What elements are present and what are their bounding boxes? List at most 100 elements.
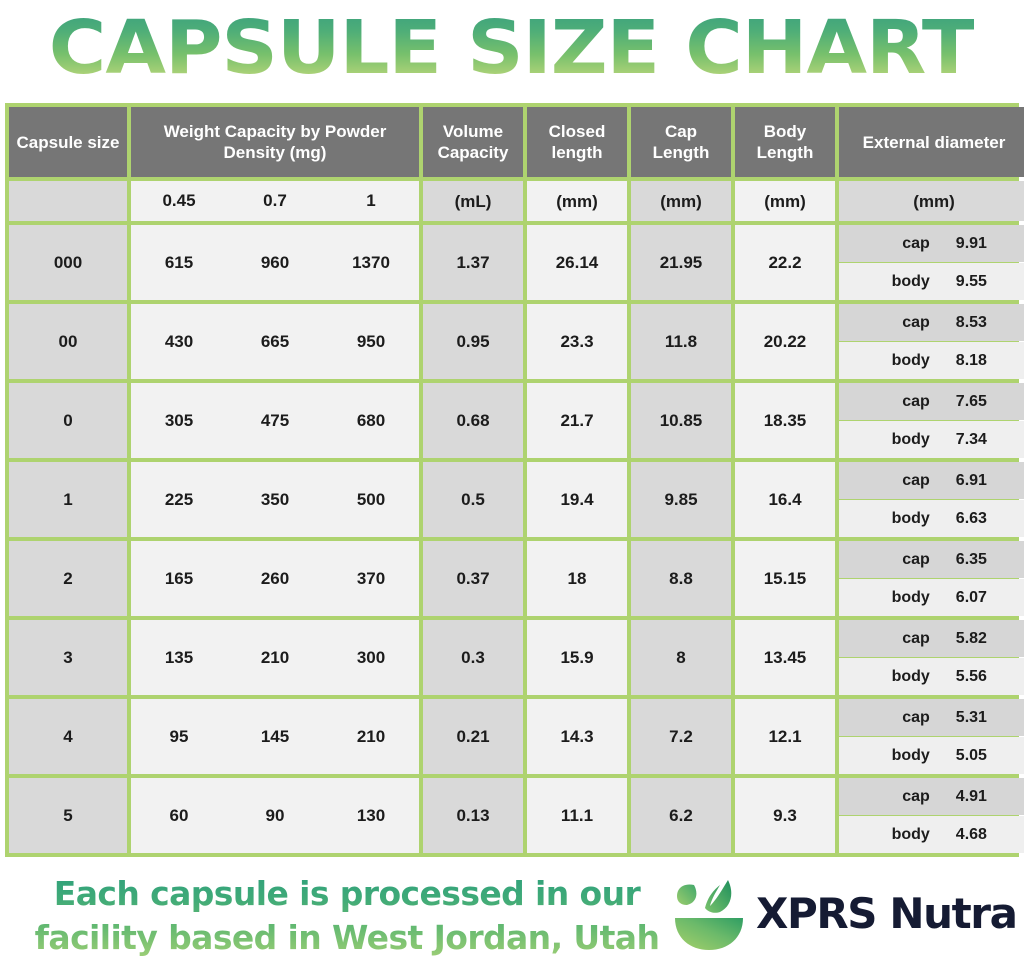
cell-capsule-size: 2 — [9, 541, 127, 616]
table-row: 000 615 960 1370 1.37 26.14 21.95 22.2 c… — [9, 225, 1024, 300]
table-row: 1 225 350 500 0.5 19.4 9.85 16.4 cap 6.9… — [9, 462, 1024, 537]
cell-cap-length: 8.8 — [631, 541, 731, 616]
cell-body-length: 13.45 — [735, 620, 835, 695]
cell-closed-length: 21.7 — [527, 383, 627, 458]
subheader-cap-unit: (mm) — [631, 181, 731, 221]
cell-body-length: 22.2 — [735, 225, 835, 300]
subheader-density-045: 0.45 — [162, 191, 196, 210]
cell-weight-045: 615 — [164, 252, 194, 272]
external-cap-label: cap — [902, 234, 930, 252]
external-body-label: body — [891, 430, 930, 448]
cell-weight-group: 135 210 300 — [131, 620, 419, 695]
cell-body-length: 15.15 — [735, 541, 835, 616]
mortar-and-leaves-icon — [675, 880, 743, 950]
external-body-value: 4.68 — [955, 825, 987, 843]
cell-cap-length: 10.85 — [631, 383, 731, 458]
cell-volume: 0.5 — [423, 462, 523, 537]
external-cap-line: cap 4.91 — [839, 778, 1024, 815]
external-cap-label: cap — [902, 392, 930, 410]
external-body-value: 9.55 — [955, 272, 987, 290]
cell-weight-045: 165 — [164, 568, 194, 588]
table-subheader-row: 0.45 0.7 1 (mL) (mm) (mm) (mm) (mm) — [9, 181, 1024, 221]
cell-volume: 0.13 — [423, 778, 523, 853]
subheader-density-group: 0.45 0.7 1 — [131, 181, 419, 221]
external-cap-label: cap — [902, 471, 930, 489]
subheader-body-unit: (mm) — [735, 181, 835, 221]
page-title: CAPSULE SIZE CHART — [49, 5, 976, 91]
header-body-length: Body Length — [735, 107, 835, 177]
header-capsule-size: Capsule size — [9, 107, 127, 177]
external-cap-label: cap — [902, 313, 930, 331]
external-body-value: 6.63 — [955, 509, 987, 527]
cell-weight-07: 350 — [260, 489, 290, 509]
external-body-line: body 8.18 — [839, 342, 1024, 379]
cell-weight-045: 430 — [164, 331, 194, 351]
external-body-line: body 6.63 — [839, 500, 1024, 537]
cell-weight-group: 165 260 370 — [131, 541, 419, 616]
cell-weight-045: 135 — [164, 647, 194, 667]
cell-body-length: 18.35 — [735, 383, 835, 458]
cell-external-diameter: cap 5.82 body 5.56 — [839, 620, 1024, 695]
capsule-size-table: Capsule size Weight Capacity by Powder D… — [5, 103, 1024, 857]
external-body-label: body — [891, 272, 930, 290]
cell-weight-1: 300 — [356, 647, 386, 667]
cell-weight-1: 1370 — [352, 252, 390, 272]
external-body-value: 5.05 — [955, 746, 987, 764]
external-cap-line: cap 6.91 — [839, 462, 1024, 499]
cell-capsule-size: 1 — [9, 462, 127, 537]
subheader-capsule-size — [9, 181, 127, 221]
subheader-closed-unit: (mm) — [527, 181, 627, 221]
cell-weight-07: 960 — [260, 252, 290, 272]
cell-capsule-size: 3 — [9, 620, 127, 695]
external-cap-value: 6.91 — [955, 471, 987, 489]
cell-weight-group: 60 90 130 — [131, 778, 419, 853]
external-cap-label: cap — [902, 629, 930, 647]
cell-weight-045: 60 — [169, 805, 189, 825]
external-body-value: 8.18 — [955, 351, 987, 369]
cell-weight-1: 500 — [356, 489, 386, 509]
external-body-line: body 5.56 — [839, 658, 1024, 695]
table-row: 3 135 210 300 0.3 15.9 8 13.45 cap 5.82 … — [9, 620, 1024, 695]
header-closed-length: Closed length — [527, 107, 627, 177]
cell-cap-length: 11.8 — [631, 304, 731, 379]
cell-cap-length: 21.95 — [631, 225, 731, 300]
tagline-line-1: Each capsule is processed in our — [53, 874, 641, 913]
footer-tagline: Each capsule is processed in our facilit… — [22, 872, 672, 960]
cell-weight-07: 90 — [265, 805, 285, 825]
cell-cap-length: 6.2 — [631, 778, 731, 853]
external-cap-value: 5.82 — [955, 629, 987, 647]
cell-weight-045: 225 — [164, 489, 194, 509]
cell-volume: 0.3 — [423, 620, 523, 695]
cell-external-diameter: cap 6.35 body 6.07 — [839, 541, 1024, 616]
external-body-line: body 4.68 — [839, 816, 1024, 853]
cell-volume: 0.37 — [423, 541, 523, 616]
header-external-diameter: External diameter — [839, 107, 1024, 177]
external-cap-value: 5.31 — [955, 708, 987, 726]
cell-weight-07: 145 — [260, 726, 290, 746]
external-body-label: body — [891, 746, 930, 764]
table-header-row: Capsule size Weight Capacity by Powder D… — [9, 107, 1024, 177]
external-cap-label: cap — [902, 708, 930, 726]
cell-weight-045: 95 — [169, 726, 189, 746]
cell-weight-group: 225 350 500 — [131, 462, 419, 537]
cell-weight-07: 210 — [260, 647, 290, 667]
cell-weight-group: 95 145 210 — [131, 699, 419, 774]
external-body-label: body — [891, 825, 930, 843]
external-body-line: body 9.55 — [839, 263, 1024, 300]
cell-weight-1: 370 — [356, 568, 386, 588]
cell-weight-07: 260 — [260, 568, 290, 588]
cell-weight-1: 680 — [356, 410, 386, 430]
subheader-density-07: 0.7 — [263, 191, 287, 210]
cell-closed-length: 11.1 — [527, 778, 627, 853]
cell-body-length: 16.4 — [735, 462, 835, 537]
external-cap-value: 7.65 — [955, 392, 987, 410]
cell-closed-length: 26.14 — [527, 225, 627, 300]
cell-volume: 0.21 — [423, 699, 523, 774]
external-cap-value: 9.91 — [955, 234, 987, 252]
external-body-value: 5.56 — [955, 667, 987, 685]
tagline-line-2: facility based in West Jordan, Utah — [34, 918, 660, 957]
cell-weight-045: 305 — [164, 410, 194, 430]
cell-closed-length: 18 — [527, 541, 627, 616]
external-body-label: body — [891, 667, 930, 685]
